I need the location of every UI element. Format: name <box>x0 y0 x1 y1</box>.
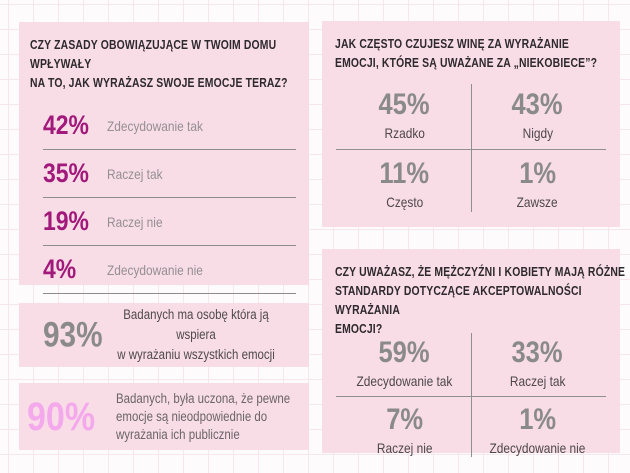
panel-taught-stat: 90% Badanych, była uczona, że pewne emoc… <box>19 383 309 450</box>
cell-label: Rzadko <box>384 124 425 141</box>
stat-description: Badanych, była uczona, że pewne emocje s… <box>116 390 291 442</box>
cell-label: Zdecydowanie tak <box>356 372 453 389</box>
quadrant-grid: 59% Zdecydowanie tak 33% Raczej tak 7% R… <box>336 329 606 463</box>
stat-percent: 90% <box>27 394 96 439</box>
answer-label: Zdecydowanie tak <box>107 117 203 134</box>
cell-percent: 1% <box>519 156 556 190</box>
quadrant-cell: 59% Zdecydowanie tak <box>338 329 471 396</box>
stat-percent: 93% <box>43 315 103 355</box>
quadrant-cell: 43% Nigdy <box>471 80 604 149</box>
answer-percent: 42% <box>43 110 89 140</box>
cell-percent: 45% <box>378 87 431 121</box>
answer-label: Raczej tak <box>107 165 163 182</box>
quadrant-cell: 11% Często <box>338 149 471 218</box>
cell-percent: 11% <box>379 156 430 190</box>
cell-label: Raczej tak <box>509 372 566 389</box>
answer-list: 42% Zdecydowanie tak 35% Raczej tak 19% … <box>43 102 296 294</box>
cell-percent: 43% <box>511 87 564 121</box>
vertical-divider <box>471 333 472 457</box>
panel-support-stat: 93% Badanych ma osobę która ją wspiera w… <box>19 303 309 367</box>
quadrant-grid: 45% Rzadko 43% Nigdy 11% Często 1% Zawsz… <box>336 80 606 218</box>
quadrant-cell: 1% Zawsze <box>471 149 604 218</box>
answer-label: Zdecydowanie nie <box>107 261 203 278</box>
horizontal-divider <box>336 149 606 150</box>
answer-label: Raczej nie <box>107 213 163 230</box>
quadrant-cell: 45% Rzadko <box>338 80 471 149</box>
cell-label: Zawsze <box>516 193 558 210</box>
quadrant-cell: 7% Raczej nie <box>338 396 471 463</box>
quadrant-cell: 1% Zdecydowanie nie <box>471 396 604 463</box>
question-guilt-frequency: JAK CZĘSTO CZUJESZ WINĘ ZA WYRAŻANIE EMO… <box>335 36 598 70</box>
quadrant-cell: 33% Raczej tak <box>471 329 604 396</box>
horizontal-divider <box>336 396 606 397</box>
panel-home-rules: CZY ZASADY OBOWIĄZUJĄCE W TWOIM DOMU WPŁ… <box>19 22 309 294</box>
question-double-standards: CZY UWAŻASZ, ŻE MĘŻCZYŹNI I KOBIETY MAJĄ… <box>335 264 626 336</box>
cell-label: Zdecydowanie nie <box>489 439 586 456</box>
answer-percent: 35% <box>43 158 89 188</box>
cell-percent: 33% <box>511 335 564 369</box>
cell-percent: 1% <box>519 402 556 436</box>
cell-label: Często <box>385 193 424 210</box>
cell-label: Nigdy <box>522 124 553 141</box>
answer-row: 4% Zdecydowanie nie <box>43 246 296 294</box>
cell-percent: 7% <box>386 402 423 436</box>
answer-row: 35% Raczej tak <box>43 150 296 198</box>
panel-guilt-frequency: JAK CZĘSTO CZUJESZ WINĘ ZA WYRAŻANIE EMO… <box>322 21 620 227</box>
answer-percent: 4% <box>43 254 77 284</box>
vertical-divider <box>471 84 472 212</box>
panel-double-standards: CZY UWAŻASZ, ŻE MĘŻCZYŹNI I KOBIETY MAJĄ… <box>322 249 625 457</box>
cell-percent: 59% <box>378 335 431 369</box>
answer-row: 42% Zdecydowanie tak <box>43 102 296 150</box>
answer-row: 19% Raczej nie <box>43 198 296 246</box>
stat-description: Badanych ma osobę która ją wspiera w wyr… <box>117 307 275 362</box>
question-home-rules: CZY ZASADY OBOWIĄZUJĄCE W TWOIM DOMU WPŁ… <box>30 37 288 90</box>
answer-percent: 19% <box>43 206 89 236</box>
cell-label: Raczej nie <box>376 439 433 456</box>
